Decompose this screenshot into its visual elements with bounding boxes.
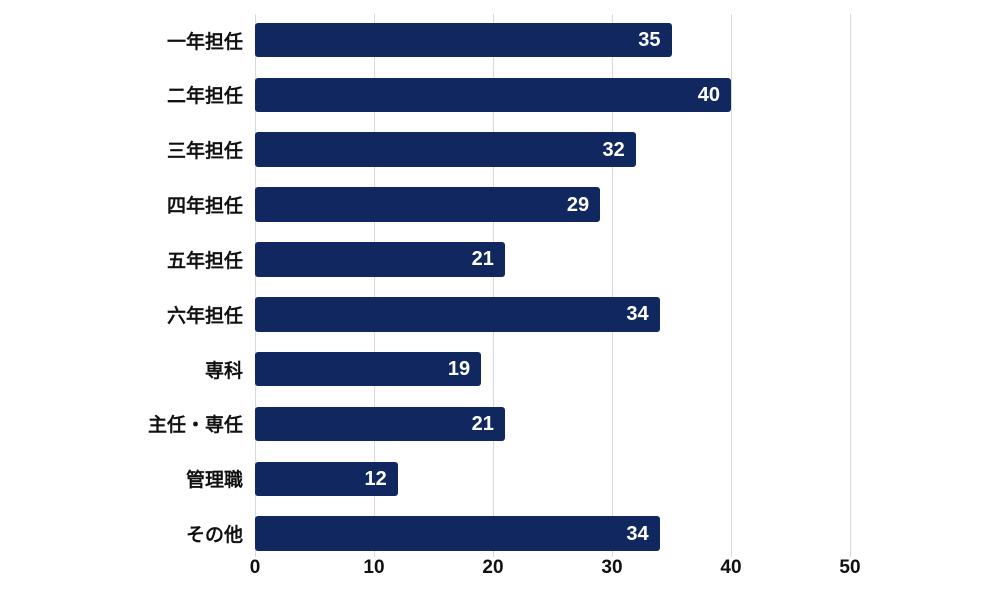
bar-value-label: 12 [364, 467, 387, 490]
category-label: 一年担任 [166, 31, 243, 53]
gridline [850, 14, 851, 557]
category-label: 六年担任 [166, 305, 243, 327]
bar-value-label: 35 [638, 29, 661, 52]
category-label: 二年担任 [166, 86, 243, 108]
x-axis-tick-label: 50 [839, 557, 861, 578]
gridline [731, 14, 732, 557]
x-axis-tick-label: 40 [720, 557, 742, 578]
bar: 21 [255, 406, 505, 442]
gridline [374, 14, 375, 557]
bar: 21 [255, 242, 505, 277]
bar: 40 [255, 77, 731, 113]
bar: 12 [255, 461, 398, 497]
x-axis-tick-label: 10 [363, 557, 385, 578]
category-label: 五年担任 [166, 250, 243, 272]
bar: 29 [255, 187, 601, 222]
bar-value-label: 29 [566, 193, 590, 216]
bar: 19 [255, 351, 482, 387]
x-axis-tick-label: 20 [482, 557, 504, 578]
category-label: 四年担任 [166, 196, 243, 218]
bar-value-label: 34 [626, 522, 649, 545]
bar-value-label: 19 [447, 358, 471, 381]
bar-value-label: 34 [626, 303, 649, 326]
category-label: 三年担任 [166, 141, 243, 163]
bar-value-label: 32 [602, 138, 625, 161]
x-axis-tick-label: 0 [249, 557, 261, 578]
bar: 35 [255, 22, 672, 58]
bar-value-label: 21 [471, 248, 494, 271]
gridline [612, 14, 613, 557]
bar: 34 [255, 516, 660, 551]
bar-value-label: 40 [697, 83, 720, 106]
bar: 34 [255, 297, 660, 332]
category-label: 管理職 [185, 470, 243, 492]
gridline [493, 14, 494, 557]
category-label: その他 [185, 525, 243, 547]
gridline [255, 14, 256, 557]
x-axis-tick-label: 30 [601, 557, 623, 578]
bar: 32 [255, 132, 636, 167]
category-label: 専科 [204, 360, 243, 382]
category-label: 主任・専任 [147, 415, 243, 437]
bar-value-label: 21 [471, 412, 494, 435]
